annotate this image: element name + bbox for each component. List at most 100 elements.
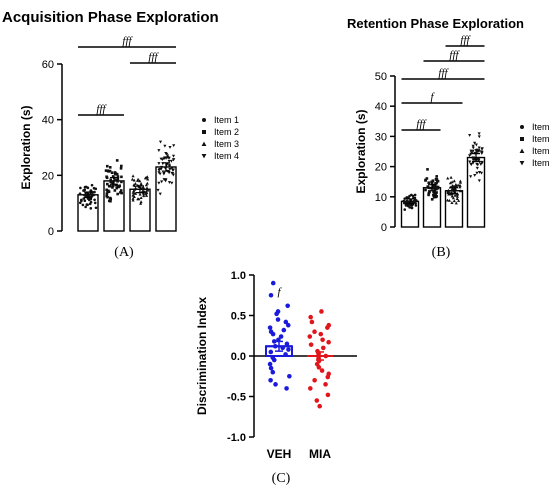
- data-point: [446, 176, 450, 180]
- data-point: [116, 175, 120, 178]
- data-point: [454, 184, 459, 188]
- significance-label: f: [277, 286, 282, 298]
- data-point: [453, 193, 457, 197]
- data-point: [80, 199, 83, 203]
- data-point: [452, 199, 456, 203]
- data-point: [458, 189, 463, 193]
- legend-marker: [519, 161, 525, 166]
- significance-label: fff: [122, 35, 133, 47]
- data-point: [414, 204, 418, 207]
- data-point: [93, 190, 96, 194]
- data-point: [105, 176, 109, 180]
- data-point: [433, 191, 436, 195]
- data-point: [136, 177, 140, 181]
- data-point: [84, 205, 87, 209]
- data-point: [308, 342, 314, 347]
- data-point: [163, 144, 167, 148]
- data-point: [138, 192, 142, 196]
- data-point: [268, 378, 273, 383]
- data-point: [116, 184, 120, 188]
- data-point: [468, 160, 472, 164]
- data-point: [111, 181, 114, 184]
- data-point: [436, 179, 439, 183]
- data-point: [139, 201, 143, 205]
- data-point: [435, 195, 438, 198]
- data-point: [270, 331, 276, 337]
- x-tick-label: MIA: [309, 447, 331, 461]
- y-tick-label: 1.0: [231, 270, 246, 282]
- data-point: [403, 208, 407, 211]
- data-point: [116, 179, 119, 183]
- data-point: [165, 152, 169, 156]
- data-point: [170, 181, 174, 185]
- data-point: [471, 144, 475, 148]
- y-tick-label: 10: [375, 192, 387, 204]
- data-point: [162, 171, 166, 175]
- y-tick-label: 20: [375, 162, 387, 174]
- data-point: [104, 169, 108, 172]
- data-point: [170, 167, 174, 170]
- data-point: [131, 193, 135, 197]
- data-point: [275, 317, 281, 322]
- data-point: [120, 191, 123, 195]
- data-point: [458, 179, 462, 183]
- data-point: [434, 177, 438, 181]
- data-point: [172, 144, 176, 148]
- data-point: [270, 280, 276, 286]
- data-point: [457, 199, 461, 202]
- legend-marker: [202, 130, 206, 134]
- legend-marker: [520, 137, 524, 141]
- data-point: [471, 156, 475, 160]
- data-point: [477, 159, 481, 163]
- chart-title: Retention Phase Exploration: [347, 16, 524, 31]
- data-point: [78, 192, 82, 195]
- data-point: [270, 369, 276, 375]
- data-point: [113, 189, 117, 192]
- data-point: [138, 179, 142, 183]
- data-point: [319, 309, 324, 314]
- data-point: [429, 186, 433, 190]
- data-point: [413, 200, 416, 203]
- data-point: [427, 181, 431, 185]
- y-tick-label: 0: [381, 222, 387, 234]
- data-point: [433, 188, 437, 191]
- data-point: [93, 201, 97, 205]
- data-point: [424, 178, 427, 182]
- data-point: [132, 195, 136, 199]
- data-point: [413, 197, 417, 201]
- data-point: [133, 184, 137, 187]
- data-point: [312, 378, 317, 383]
- data-point: [167, 156, 171, 160]
- data-point: [145, 193, 149, 197]
- data-point: [131, 196, 135, 200]
- data-point: [268, 292, 274, 298]
- data-point: [453, 187, 458, 191]
- data-point: [109, 180, 113, 184]
- data-point: [285, 303, 290, 309]
- data-point: [477, 132, 481, 136]
- data-point: [90, 183, 94, 187]
- data-point: [111, 184, 115, 188]
- data-point: [114, 172, 118, 175]
- data-point: [137, 197, 141, 201]
- data-point: [469, 163, 474, 166]
- data-point: [142, 194, 146, 198]
- data-point: [116, 192, 119, 196]
- data-point: [286, 347, 291, 352]
- data-point: [83, 188, 87, 192]
- data-point: [405, 199, 409, 203]
- data-point: [426, 168, 429, 171]
- y-tick-label: 0.5: [231, 311, 246, 323]
- data-point: [268, 365, 274, 371]
- data-point: [139, 200, 143, 204]
- data-point: [433, 185, 436, 188]
- data-point: [168, 146, 172, 149]
- data-point: [130, 177, 134, 181]
- data-point: [405, 196, 409, 199]
- panel-label: (C): [272, 471, 291, 486]
- legend-label: Item 2: [214, 127, 239, 137]
- y-tick-label: 40: [42, 115, 54, 127]
- data-point: [271, 357, 277, 363]
- data-point: [433, 186, 436, 190]
